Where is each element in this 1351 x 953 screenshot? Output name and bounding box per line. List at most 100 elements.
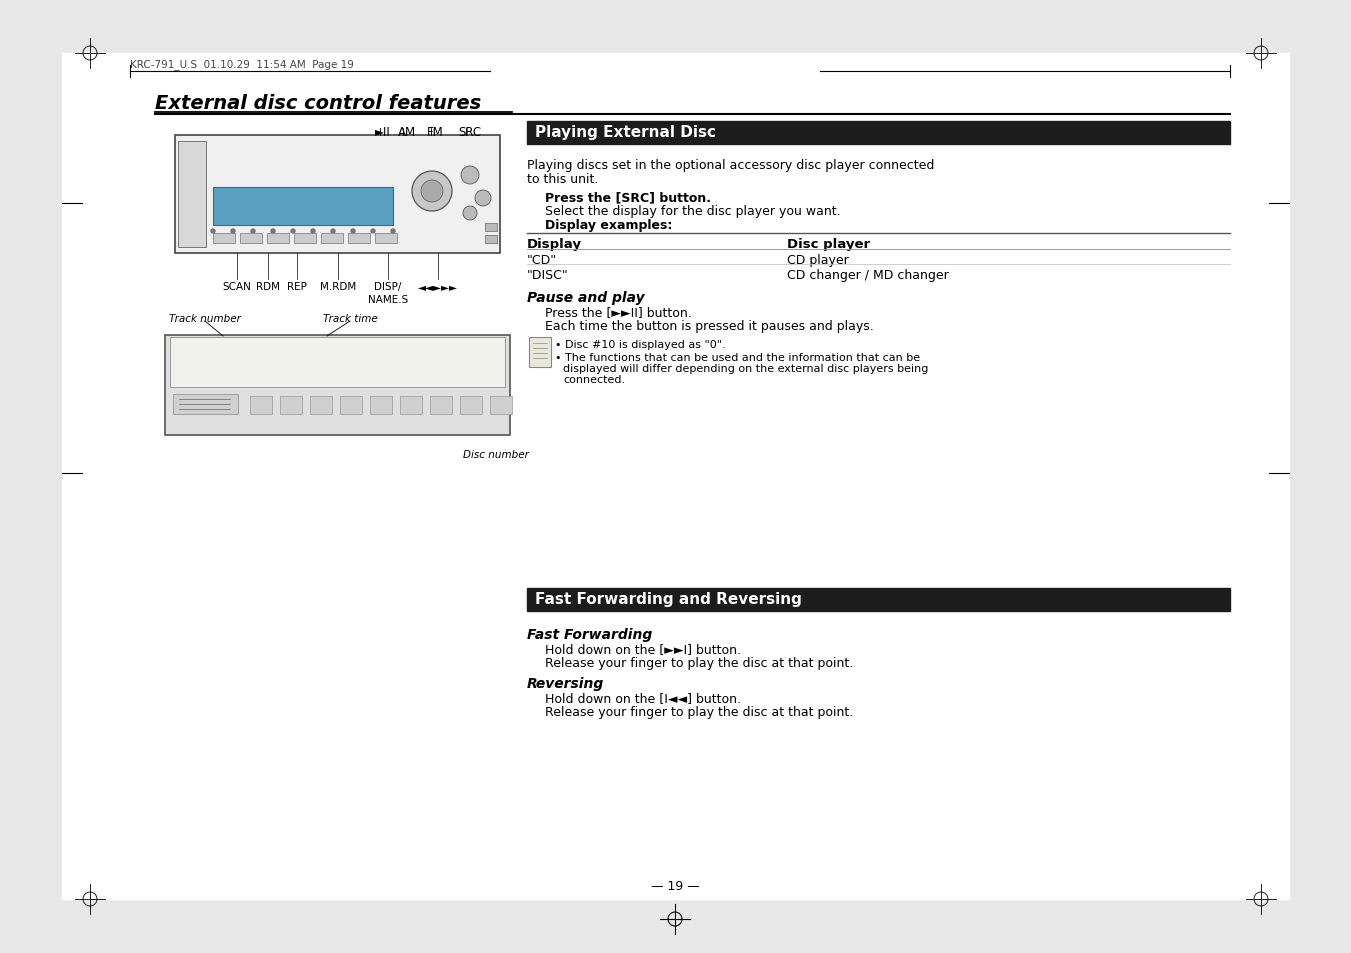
Text: 3: 3 <box>295 234 299 240</box>
Text: RDM: RDM <box>255 282 280 292</box>
Circle shape <box>331 230 335 233</box>
Text: Display examples:: Display examples: <box>544 219 673 232</box>
Text: ATT: ATT <box>213 234 224 240</box>
Text: SRC: SRC <box>458 126 481 139</box>
Bar <box>459 396 482 415</box>
Text: connected.: connected. <box>563 375 626 385</box>
Text: REP: REP <box>286 282 307 292</box>
Text: KRC-791_U.S  01.10.29  11:54 AM  Page 19: KRC-791_U.S 01.10.29 11:54 AM Page 19 <box>130 59 354 70</box>
Text: Display: Display <box>527 237 582 251</box>
Text: 01: 01 <box>218 340 247 365</box>
Bar <box>376 233 397 244</box>
Bar <box>240 233 262 244</box>
Bar <box>295 233 316 244</box>
Circle shape <box>351 230 355 233</box>
Text: DISP/: DISP/ <box>374 282 401 292</box>
Text: KENWOOD: KENWOOD <box>218 191 263 200</box>
Text: AM: AM <box>399 126 416 139</box>
Bar <box>280 396 303 415</box>
Text: M.RDM: M.RDM <box>320 282 357 292</box>
Bar <box>250 396 272 415</box>
Text: Fast Forwarding: Fast Forwarding <box>527 627 653 641</box>
Bar <box>322 233 343 244</box>
Bar <box>165 335 509 436</box>
Text: ►II: ►II <box>376 126 390 139</box>
Text: — 19 —: — 19 — <box>651 879 700 892</box>
Text: Playing External Disc: Playing External Disc <box>535 125 716 140</box>
Bar <box>527 122 1229 145</box>
Bar <box>370 396 392 415</box>
Text: Hold down on the [►►I] button.: Hold down on the [►►I] button. <box>544 642 740 656</box>
Bar <box>400 396 422 415</box>
Bar <box>176 136 500 253</box>
Text: 05: 05 <box>326 340 355 365</box>
Text: ◄◄►►►: ◄◄►►► <box>417 282 458 292</box>
Text: Select the display for the disc player you want.: Select the display for the disc player y… <box>544 205 840 218</box>
Text: Track time: Track time <box>323 314 377 324</box>
Circle shape <box>290 230 295 233</box>
Text: :: : <box>313 340 328 365</box>
Text: Release your finger to play the disc at that point.: Release your finger to play the disc at … <box>544 705 854 719</box>
Text: CD player: CD player <box>788 253 848 267</box>
Circle shape <box>463 207 477 221</box>
Bar <box>530 337 551 368</box>
Text: --: -- <box>199 343 223 361</box>
Text: Fast Forwarding and Reversing: Fast Forwarding and Reversing <box>535 592 802 606</box>
Bar <box>309 396 332 415</box>
Circle shape <box>461 167 480 185</box>
Text: Press the [SRC] button.: Press the [SRC] button. <box>544 191 711 204</box>
Text: 6: 6 <box>382 340 399 365</box>
Circle shape <box>412 172 453 212</box>
Text: 4: 4 <box>322 234 326 240</box>
Bar <box>340 396 362 415</box>
Text: NAME.S: NAME.S <box>367 294 408 305</box>
Text: 1: 1 <box>240 234 245 240</box>
Text: Disc number: Disc number <box>463 450 528 459</box>
Text: 2: 2 <box>267 234 272 240</box>
Bar <box>173 395 238 415</box>
Text: Playing discs set in the optional accessory disc player connected: Playing discs set in the optional access… <box>527 159 935 172</box>
Circle shape <box>251 230 255 233</box>
Text: SCAN: SCAN <box>223 282 251 292</box>
Text: Release your finger to play the disc at that point.: Release your finger to play the disc at … <box>544 657 854 669</box>
Text: "DISC": "DISC" <box>527 269 569 282</box>
Circle shape <box>422 181 443 203</box>
Circle shape <box>231 230 235 233</box>
Text: 12: 12 <box>280 340 309 365</box>
Bar <box>485 235 497 244</box>
Text: • The functions that can be used and the information that can be: • The functions that can be used and the… <box>555 353 920 363</box>
Bar <box>178 142 205 248</box>
Text: 6: 6 <box>376 234 380 240</box>
Circle shape <box>211 230 215 233</box>
Circle shape <box>311 230 315 233</box>
Circle shape <box>476 191 490 207</box>
Bar <box>527 588 1229 612</box>
Bar <box>349 233 370 244</box>
Circle shape <box>390 230 394 233</box>
Text: Disc player: Disc player <box>788 237 870 251</box>
Bar <box>213 188 393 226</box>
Text: Reversing: Reversing <box>527 677 604 690</box>
Bar <box>430 396 453 415</box>
Text: displayed will differ depending on the external disc players being: displayed will differ depending on the e… <box>563 364 928 374</box>
Text: T: T <box>180 340 195 365</box>
Text: FM: FM <box>427 126 443 139</box>
Text: • Disc #10 is displayed as "0".: • Disc #10 is displayed as "0". <box>555 339 725 350</box>
Text: Each time the button is pressed it pauses and plays.: Each time the button is pressed it pause… <box>544 319 874 333</box>
Text: External disc control features: External disc control features <box>155 94 481 112</box>
Bar <box>490 396 512 415</box>
Bar <box>485 224 497 232</box>
Bar <box>213 233 235 244</box>
Text: Press the [►►II] button.: Press the [►►II] button. <box>544 306 692 318</box>
Text: CD changer / MD changer: CD changer / MD changer <box>788 269 948 282</box>
Circle shape <box>372 230 376 233</box>
Circle shape <box>272 230 276 233</box>
Text: 5: 5 <box>349 234 353 240</box>
Text: Hold down on the [I◄◄] button.: Hold down on the [I◄◄] button. <box>544 691 740 704</box>
Text: Track number: Track number <box>169 314 240 324</box>
Text: Pause and play: Pause and play <box>527 291 644 305</box>
Text: "CD": "CD" <box>527 253 557 267</box>
Text: to this unit.: to this unit. <box>527 172 598 186</box>
Bar <box>62 54 1289 899</box>
Bar <box>170 337 505 388</box>
